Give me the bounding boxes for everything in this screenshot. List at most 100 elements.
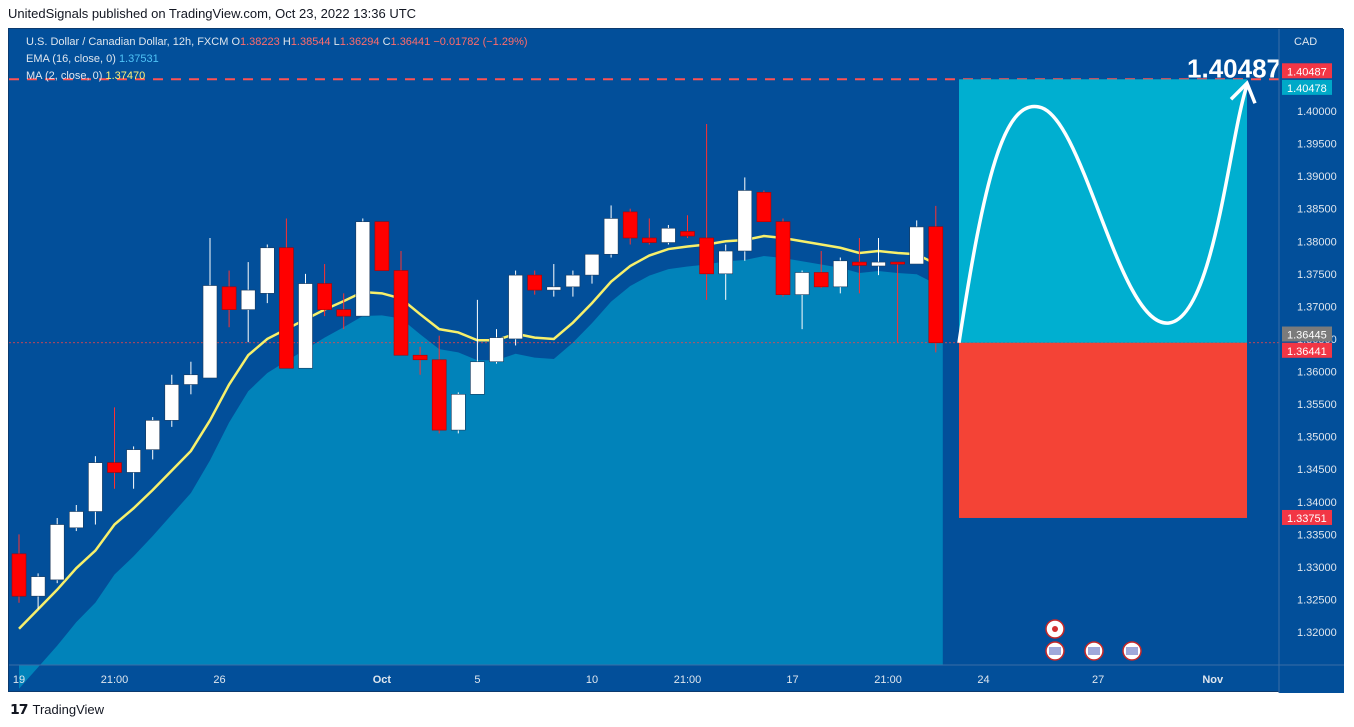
open-label: O <box>231 36 240 48</box>
symbol-name: U.S. Dollar / Canadian Dollar, 12h, FXCM <box>26 36 229 48</box>
y-tick-label: 1.35500 <box>1297 399 1337 411</box>
x-tick-label: Nov <box>1202 674 1224 686</box>
x-tick-label: 5 <box>474 674 480 686</box>
price-tag-label: 1.36445 <box>1287 330 1327 342</box>
usd-event-flag-icon-mark <box>1049 647 1061 655</box>
usd-event-flag-icon-mark <box>1126 647 1138 655</box>
candle-body <box>775 221 791 295</box>
x-tick-label: 10 <box>586 674 598 686</box>
ema-legend[interactable]: EMA (16, close, 0) 1.37531 <box>26 53 159 65</box>
high-value: 1.38544 <box>290 36 331 48</box>
chart-canvas[interactable]: 1.40487 CAD 1.32000 1.32500 1.33000 1.33500 1.… <box>9 29 1344 693</box>
ema-value: 1.37531 <box>118 53 159 65</box>
candle-body <box>431 359 447 431</box>
y-tick-label: 1.39500 <box>1297 139 1337 151</box>
y-tick-label: 1.37000 <box>1297 301 1337 313</box>
price-tag <box>1282 326 1332 342</box>
candle-body <box>145 420 160 450</box>
candle-body <box>508 274 523 340</box>
candle-body <box>298 283 313 369</box>
y-tick-label: 1.36000 <box>1297 367 1337 379</box>
price-scale <box>1279 29 1344 693</box>
usd-event-flag-icon-mark <box>1088 647 1100 655</box>
y-tick-label: 1.35000 <box>1297 432 1337 444</box>
ma-label: MA (2, close, 0) <box>26 70 103 82</box>
x-tick-label: 17 <box>786 674 798 686</box>
candle-body <box>756 192 772 223</box>
candle-body <box>183 374 199 385</box>
low-value: 1.36294 <box>339 36 380 48</box>
candle-body <box>622 211 638 239</box>
tradingview-logo-icon: 𝟭𝟳 <box>10 701 29 717</box>
ma-legend[interactable]: MA (2, close, 0) 1.37470 <box>26 70 145 82</box>
candle-body <box>355 221 371 317</box>
candle-body <box>470 361 485 395</box>
y-tick-label: 1.32000 <box>1297 627 1337 639</box>
candle-body <box>107 462 122 473</box>
candle-body <box>718 250 734 275</box>
currency-label: CAD <box>1294 36 1317 48</box>
candle-body <box>30 576 46 597</box>
open-value: 1.38223 <box>240 36 280 48</box>
cad-event-flag-icon-mark <box>1052 626 1058 632</box>
target-price-label: 1.40487 <box>1187 53 1281 83</box>
candle-body <box>813 272 829 288</box>
price-tag-label: 1.40478 <box>1287 83 1327 95</box>
high-label: H <box>282 36 291 48</box>
candle-body <box>317 283 332 310</box>
y-tick-label: 1.34500 <box>1297 464 1337 476</box>
candle-body <box>202 285 218 379</box>
candle-body <box>852 261 867 266</box>
ema-label: EMA (16, close, 0) <box>26 53 116 65</box>
candle-body <box>489 337 504 363</box>
change-value: −0.01782 (−1.29%) <box>433 36 528 48</box>
candle-body <box>680 231 695 237</box>
x-tick-label: 21:00 <box>874 674 902 686</box>
chart-frame[interactable]: 1.40487 CAD 1.32000 1.32500 1.33000 1.33500 1.… <box>8 28 1344 693</box>
x-tick-label: 24 <box>977 674 989 686</box>
candle-body <box>240 289 256 310</box>
candle-body <box>832 260 848 288</box>
candle-body <box>164 384 180 421</box>
y-tick-label: 1.40000 <box>1297 106 1337 118</box>
candle-body <box>699 237 714 275</box>
candle-body <box>909 226 925 265</box>
candle-body <box>374 221 390 271</box>
close-label: C <box>382 36 391 48</box>
candle-body <box>641 237 657 243</box>
ema-area <box>19 256 943 689</box>
candle-body <box>11 553 27 597</box>
x-tick-label: 21:00 <box>101 674 129 686</box>
loss-zone <box>959 342 1247 518</box>
price-tag <box>1282 63 1332 79</box>
price-tag <box>1282 509 1332 525</box>
candle-body <box>450 393 466 431</box>
candle-body <box>221 286 237 310</box>
candle-body <box>737 190 753 252</box>
candle-body <box>49 524 65 581</box>
y-tick-label: 1.37500 <box>1297 269 1337 281</box>
close-value: 1.36441 <box>390 36 431 48</box>
x-tick-label: Oct <box>373 674 392 686</box>
price-tag <box>1282 79 1332 95</box>
candle-body <box>546 286 562 291</box>
candle-body <box>871 261 886 267</box>
publish-info: UnitedSignals published on TradingView.c… <box>8 6 417 21</box>
x-tick-label: 26 <box>213 674 225 686</box>
candle-body <box>890 261 905 265</box>
price-tag-label: 1.36441 <box>1287 346 1327 358</box>
brand-name: TradingView <box>32 702 105 717</box>
candle-body <box>565 274 581 288</box>
candle-body <box>794 272 810 295</box>
footer[interactable]: 𝟭𝟳 TradingView <box>10 701 104 718</box>
symbol-legend: U.S. Dollar / Canadian Dollar, 12h, FXCM… <box>26 36 528 48</box>
price-tag-label: 1.33751 <box>1287 513 1327 525</box>
ma-value: 1.37470 <box>105 70 146 82</box>
candle-body <box>393 270 409 356</box>
candle-body <box>661 227 676 243</box>
candle-body <box>928 226 944 344</box>
candle-body <box>527 274 543 291</box>
x-tick-label: 21:00 <box>674 674 702 686</box>
candle-body <box>412 354 428 361</box>
y-tick-label: 1.33000 <box>1297 562 1337 574</box>
